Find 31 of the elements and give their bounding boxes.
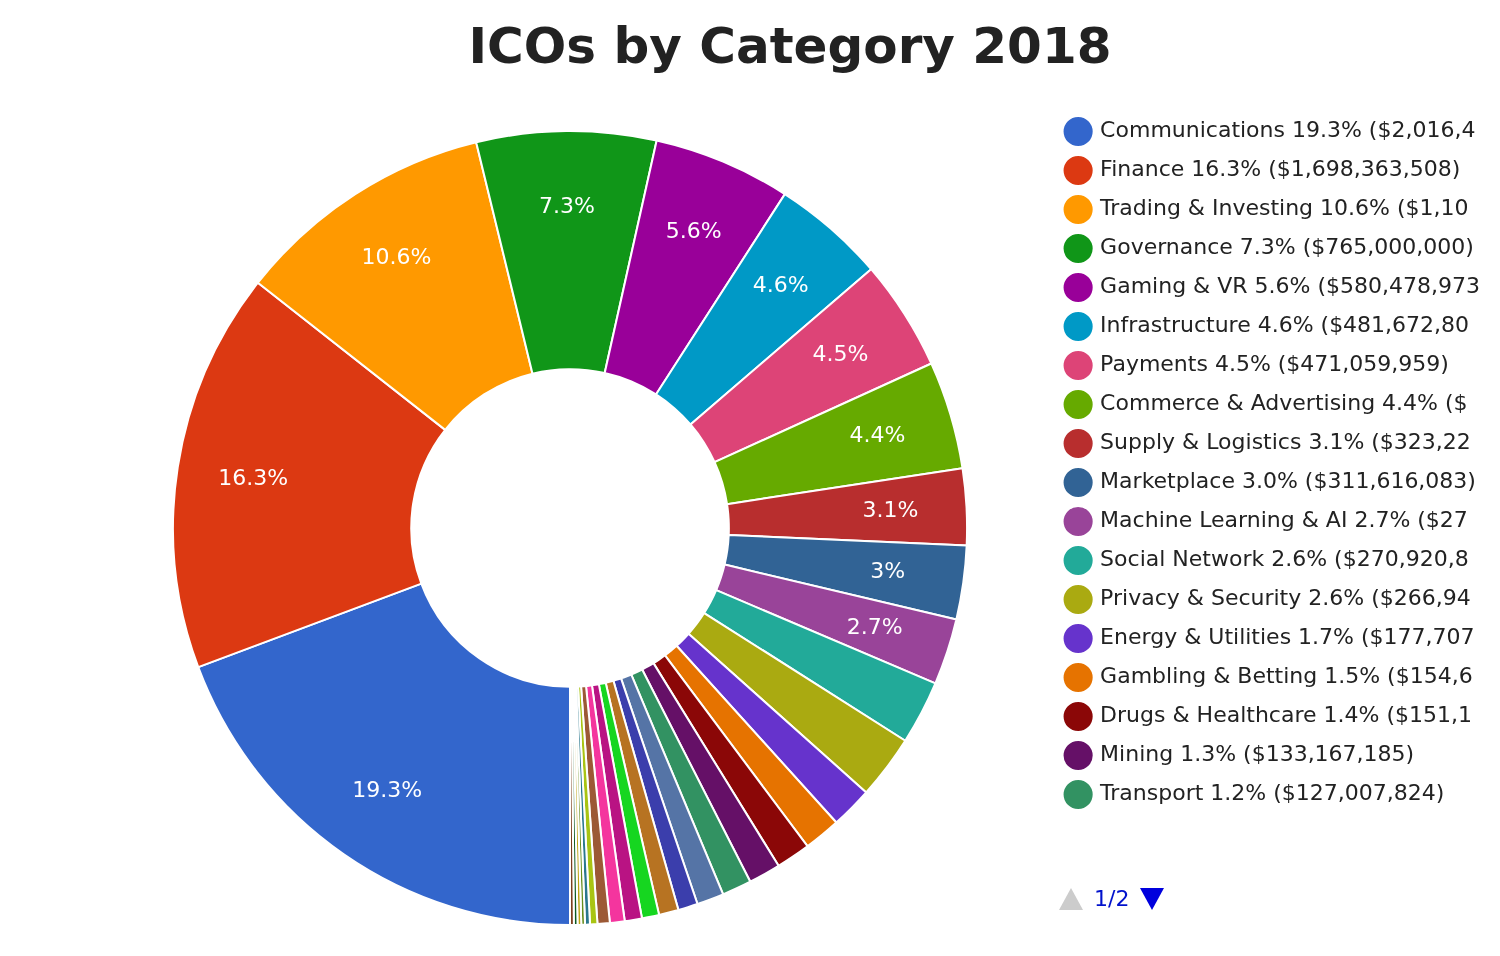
data-label: 5.6% <box>665 217 722 243</box>
legend-label: Machine Learning & AI 2.7% ($27 <box>1100 507 1468 533</box>
legend-label: Governance 7.3% ($765,000,000) <box>1100 234 1474 260</box>
data-label: 2.7% <box>846 613 903 639</box>
legend-label: Trading & Investing 10.6% ($1,10 <box>1099 195 1469 221</box>
legend-label: Mining 1.3% ($133,167,185) <box>1100 741 1415 767</box>
data-label: 16.3% <box>218 464 289 490</box>
legend-label: Marketplace 3.0% ($311,616,083) <box>1100 468 1476 494</box>
legend-label: Infrastructure 4.6% ($481,672,80 <box>1100 312 1470 338</box>
legend-label: Social Network 2.6% ($270,920,8 <box>1100 546 1469 572</box>
legend-label: Privacy & Security 2.6% ($266,94 <box>1100 585 1471 611</box>
data-label: 10.6% <box>361 243 432 269</box>
text: 1/2 <box>1094 886 1130 911</box>
legend-label: Energy & Utilities 1.7% ($177,707 <box>1100 624 1475 650</box>
data-label: 7.3% <box>539 192 595 218</box>
legend-label: Commerce & Advertising 4.4% ($ <box>1100 390 1468 416</box>
data-label: 4.5% <box>812 340 869 366</box>
chart-title: ICOs by Category 2018 <box>468 16 1112 75</box>
legend-label: Payments 4.5% ($471,059,959) <box>1100 351 1449 377</box>
legend-label: Drugs & Healthcare 1.4% ($151,1 <box>1100 702 1472 728</box>
legend-label: Transport 1.2% ($127,007,824) <box>1099 780 1445 806</box>
data-label: 4.4% <box>849 422 906 448</box>
legend-label: Gaming & VR 5.6% ($580,478,973 <box>1100 273 1481 299</box>
legend-label: Gambling & Betting 1.5% ($154,6 <box>1100 663 1473 689</box>
data-label: 19.3% <box>352 777 423 803</box>
legend-label: Communications 19.3% ($2,016,4 <box>1100 117 1476 143</box>
legend-label: Finance 16.3% ($1,698,363,508) <box>1100 156 1461 182</box>
data-label: 4.6% <box>752 271 809 297</box>
legend-label: Supply & Logistics 3.1% ($323,22 <box>1100 429 1471 455</box>
data-label: 3% <box>870 557 906 583</box>
data-label: 3.1% <box>862 496 919 522</box>
